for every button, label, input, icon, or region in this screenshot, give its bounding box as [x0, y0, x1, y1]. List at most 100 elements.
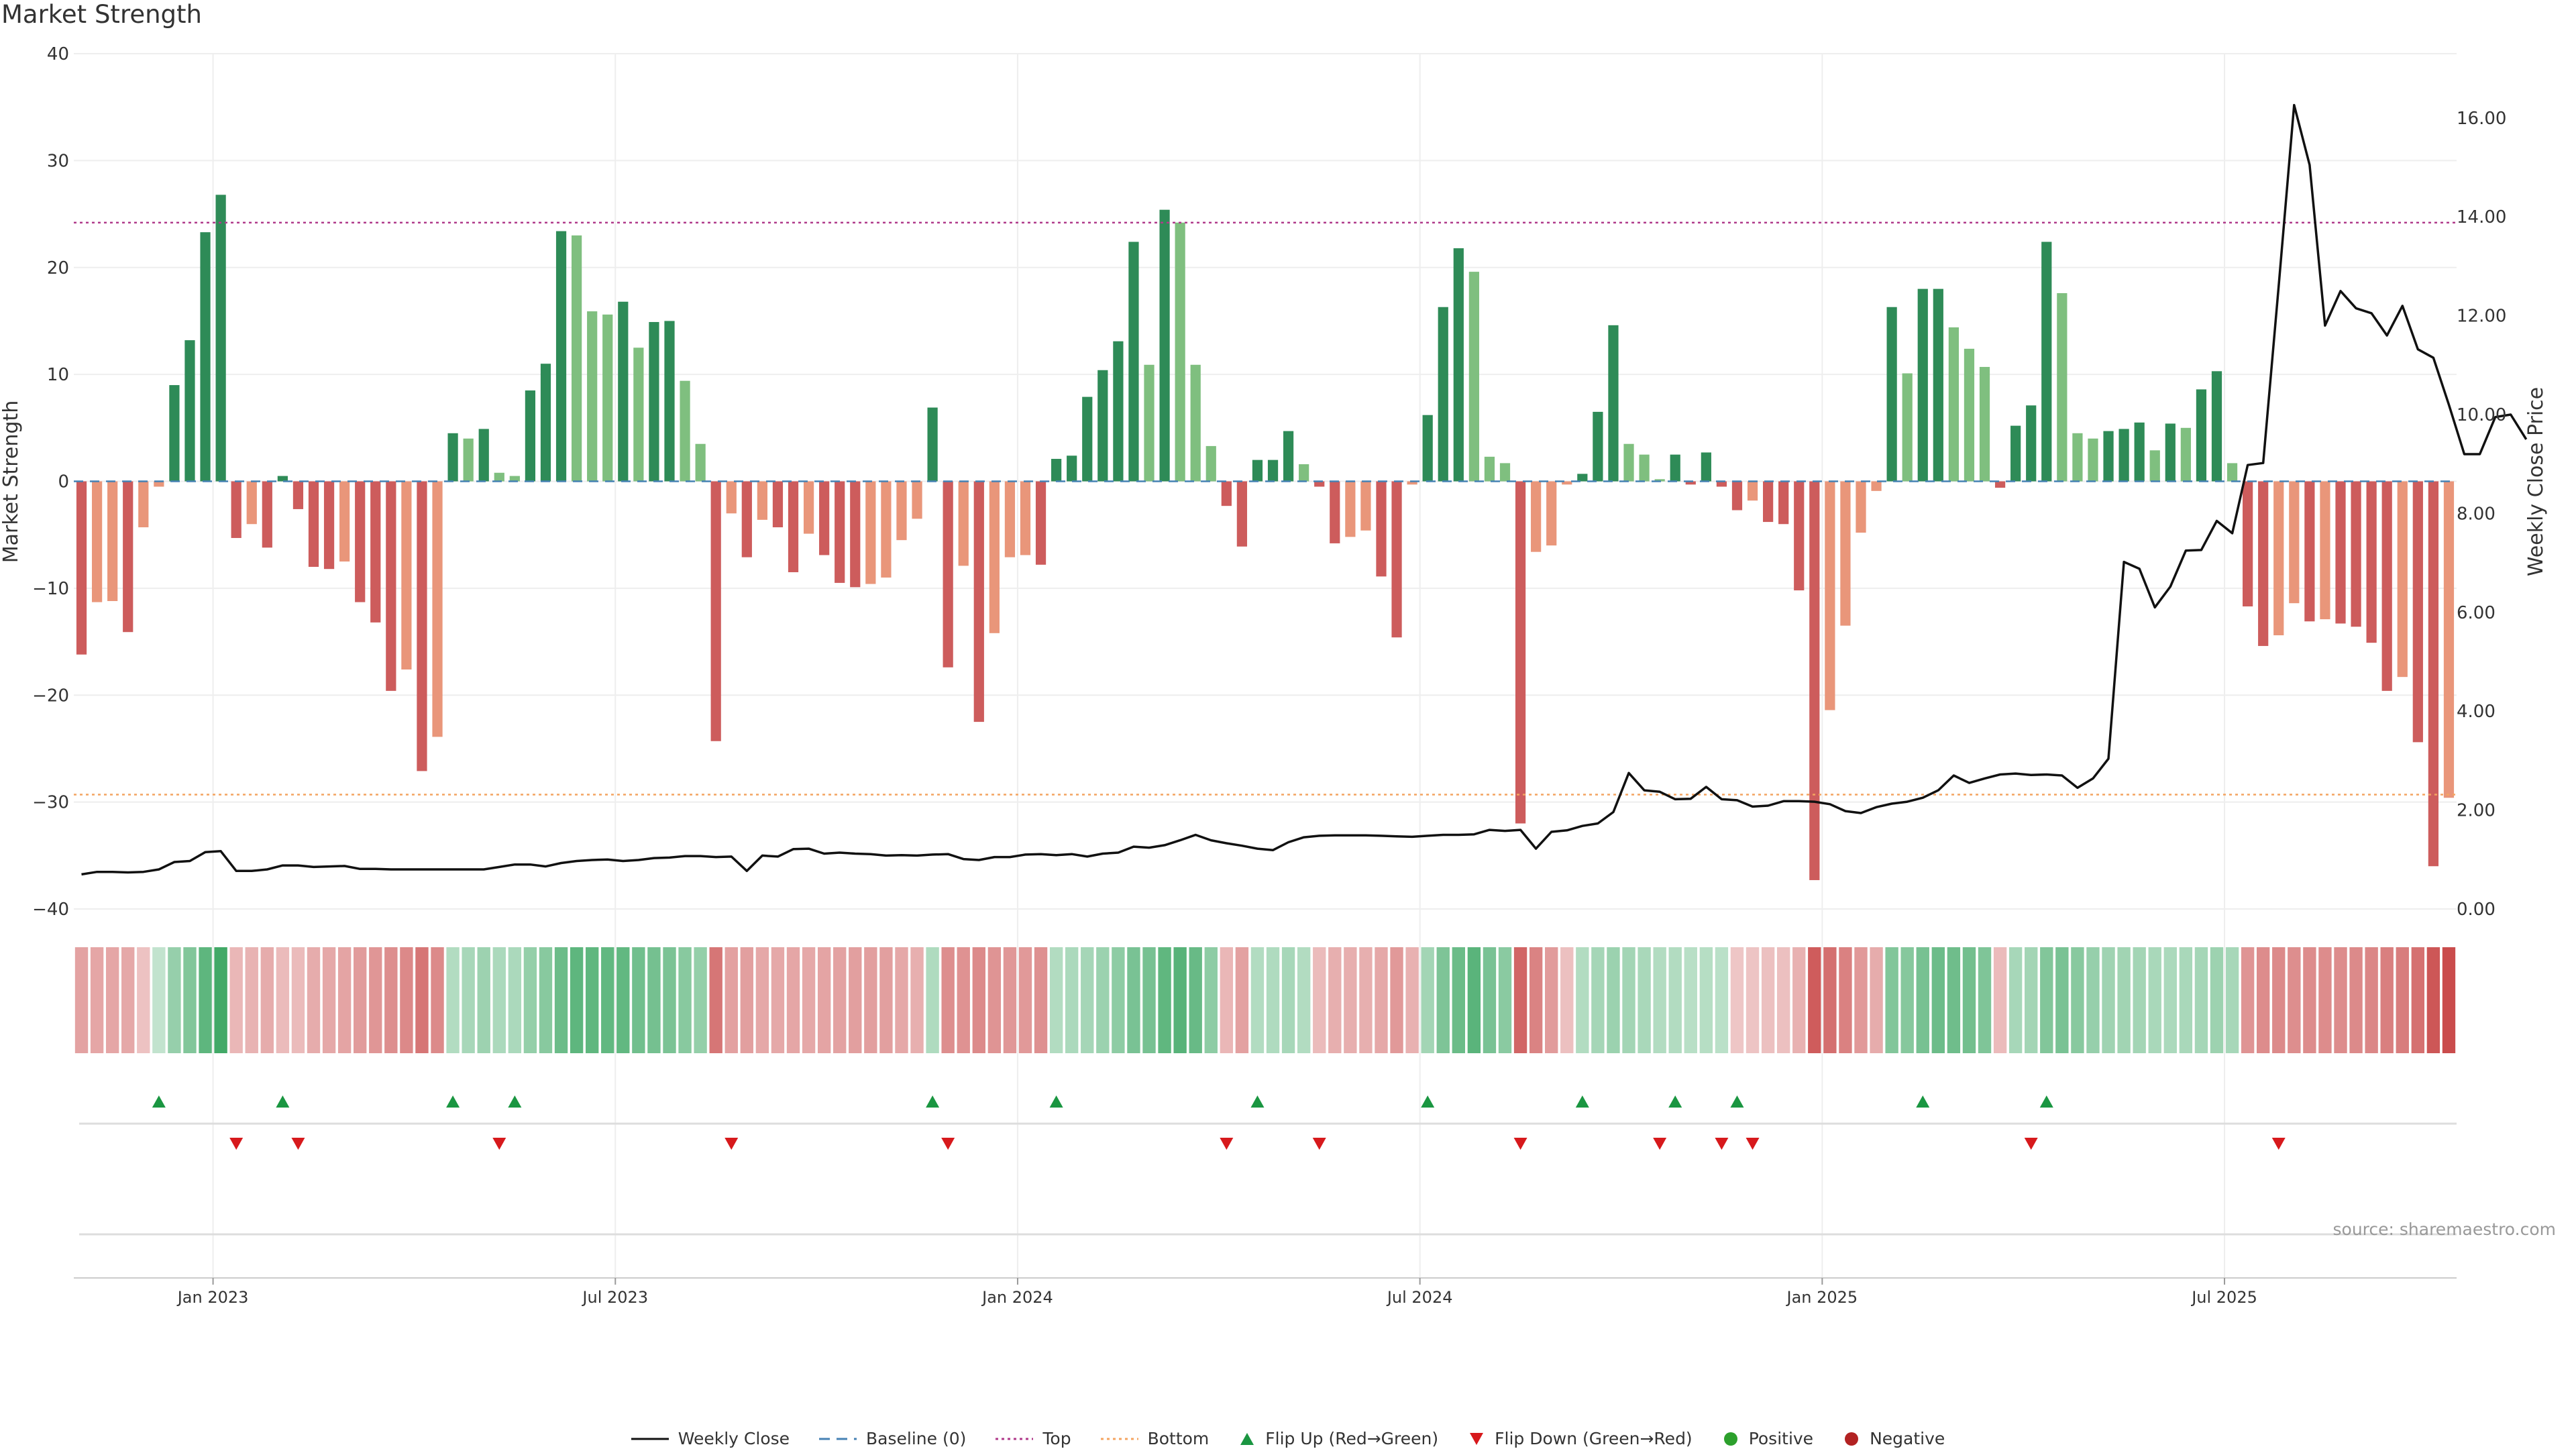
- heatmap-cell: [2179, 947, 2193, 1053]
- heatmap-cell: [1018, 947, 1032, 1053]
- flip-up-marker: [446, 1095, 460, 1108]
- heatmap-cell: [1266, 947, 1280, 1053]
- legend-item: Weekly Close: [631, 1429, 790, 1448]
- strength-bar: [695, 443, 706, 482]
- strength-bar: [1438, 307, 1448, 482]
- heatmap-cell: [2040, 947, 2053, 1053]
- strength-bar: [417, 481, 427, 771]
- strength-bar: [1252, 460, 1263, 482]
- strength-bar: [958, 481, 969, 566]
- legend-item: Flip Up (Red→Green): [1238, 1429, 1438, 1448]
- heatmap-cell: [1715, 947, 1729, 1053]
- heatmap-cell: [1823, 947, 1837, 1053]
- strength-bar: [2428, 481, 2439, 867]
- strength-bar: [2258, 481, 2269, 646]
- heatmap-cell: [183, 947, 197, 1053]
- strength-bar: [2026, 405, 2037, 482]
- strength-bar: [2149, 450, 2160, 482]
- heatmap-cell: [2396, 947, 2409, 1053]
- y-tick-label: 10: [47, 365, 69, 385]
- flip-up-marker: [1250, 1095, 1265, 1108]
- heatmap-cell: [941, 947, 955, 1053]
- strength-bar: [107, 481, 118, 601]
- strength-bar: [835, 481, 845, 583]
- heatmap-cell: [291, 947, 305, 1053]
- heatmap-cell: [740, 947, 754, 1053]
- heatmap-cell: [90, 947, 104, 1053]
- strength-bar: [881, 481, 892, 578]
- legend-label: Weekly Close: [678, 1429, 790, 1448]
- strength-bar: [138, 481, 149, 528]
- legend-item: Negative: [1843, 1429, 1945, 1448]
- heatmap-cell: [987, 947, 1002, 1053]
- heatmap-cell: [1668, 947, 1682, 1053]
- heatmap-cell: [74, 947, 89, 1053]
- heatmap-cell: [864, 947, 877, 1053]
- flip-up-marker: [1575, 1095, 1589, 1108]
- strength-bar: [76, 481, 87, 655]
- strength-bar: [1917, 288, 1928, 482]
- strength-bar: [2134, 422, 2145, 482]
- strength-bar: [1794, 481, 1805, 591]
- strength-bar: [355, 481, 366, 602]
- strength-bar: [571, 235, 582, 482]
- strength-bar: [1360, 481, 1371, 531]
- heatmap-cell: [1112, 947, 1125, 1053]
- strength-bar: [757, 481, 768, 520]
- weekly-close-line: [81, 103, 2528, 876]
- strength-bar: [680, 380, 690, 482]
- strength-bar: [525, 390, 536, 482]
- flip-down-marker: [492, 1138, 506, 1150]
- y2-tick-label: 4.00: [2457, 702, 2496, 722]
- strength-bar: [1593, 411, 1603, 482]
- flip-down-marker: [2271, 1138, 2286, 1150]
- heatmap-cell: [1638, 947, 1651, 1053]
- heatmap-cell: [1405, 947, 1419, 1053]
- heatmap-cell: [152, 947, 166, 1053]
- strength-bar: [2041, 241, 2052, 482]
- strength-bar: [1067, 455, 1077, 482]
- strength-bar: [2211, 371, 2222, 482]
- strength-bar: [2118, 429, 2129, 482]
- heatmap-cell: [2411, 947, 2425, 1053]
- x-tick-label: Jul 2024: [1386, 1288, 1453, 1307]
- strength-bar: [1562, 481, 1572, 485]
- flip-up-marker: [2039, 1095, 2053, 1108]
- heatmap-cell: [2071, 947, 2084, 1053]
- heatmap-cell: [2380, 947, 2394, 1053]
- legend-label: Baseline (0): [866, 1429, 967, 1448]
- heatmap-cell: [229, 947, 243, 1053]
- heatmap-cell: [400, 947, 413, 1053]
- strength-bar: [1731, 481, 1743, 511]
- heatmap-cell: [121, 947, 135, 1053]
- strength-bar: [1236, 481, 1248, 547]
- y-tick-label: −40: [32, 900, 69, 920]
- heatmap-cell: [431, 947, 444, 1053]
- heatmap-cell: [1761, 947, 1775, 1053]
- strength-bar: [2412, 481, 2423, 743]
- strength-bar: [555, 231, 567, 482]
- heatmap-cell: [1375, 947, 1388, 1053]
- heatmap-cell: [1173, 947, 1187, 1053]
- heatmap-cell: [1158, 947, 1171, 1053]
- strength-bar: [2088, 438, 2098, 482]
- strength-bar: [1097, 370, 1108, 482]
- heatmap-cell: [1436, 947, 1450, 1053]
- heatmap-cell: [1854, 947, 1868, 1053]
- y-tick-label: −10: [32, 579, 69, 599]
- heatmap-cell: [1344, 947, 1357, 1053]
- strength-bar: [169, 385, 180, 482]
- strength-bar: [1484, 456, 1495, 482]
- strength-bar: [1314, 481, 1325, 487]
- heatmap-cell: [492, 947, 506, 1053]
- weekly-close-series: [81, 103, 2528, 876]
- y-axis-label: Market Strength: [0, 400, 23, 563]
- heatmap-cell: [2055, 947, 2069, 1053]
- strength-bar: [246, 481, 257, 525]
- strength-bar: [1299, 464, 1309, 482]
- heatmap-cell: [755, 947, 769, 1053]
- strength-bar: [1670, 454, 1680, 482]
- flip-up-marker: [276, 1095, 290, 1108]
- strength-bar: [2226, 463, 2238, 482]
- strength-bar: [2443, 481, 2455, 798]
